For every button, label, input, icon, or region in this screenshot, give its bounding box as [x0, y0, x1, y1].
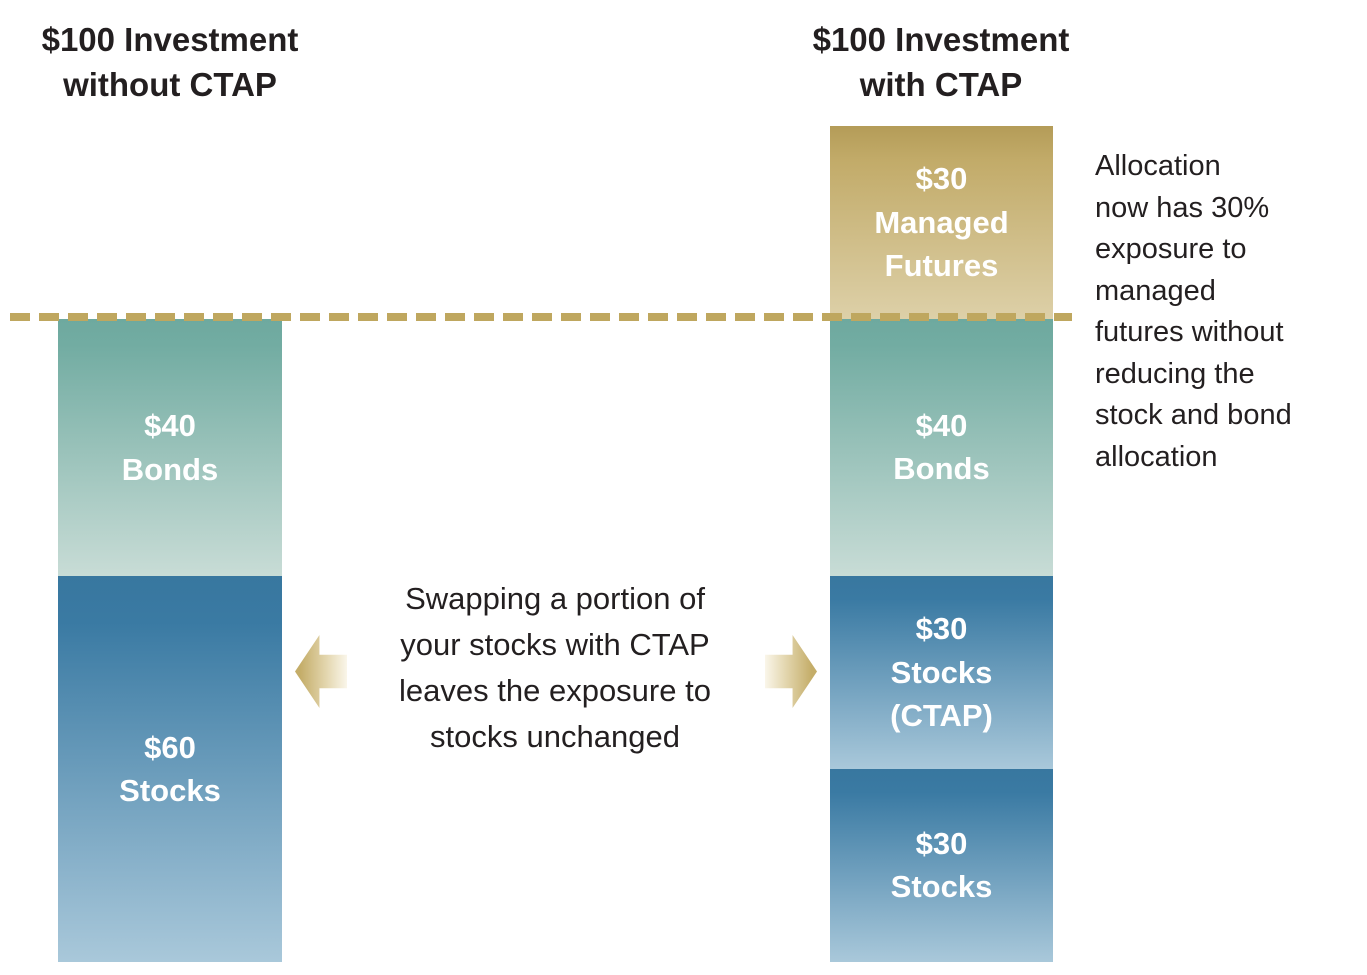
segment-stocks-ctap: $30 Stocks (CTAP): [830, 576, 1053, 769]
segment-label-stocks-ctap: $30 Stocks (CTAP): [890, 611, 993, 734]
segment-label-managed-futures: $30 Managed Futures: [874, 161, 1009, 284]
segment-bonds-without-ctap: $40 Bonds: [58, 319, 282, 577]
segment-stocks-without-ctap: $60 Stocks: [58, 576, 282, 962]
right-bar-title: $100 Investment with CTAP: [812, 21, 1070, 103]
segment-label-bonds-without-ctap: $40 Bonds: [121, 408, 219, 487]
allocation-annotation-text: Allocation now has 30% exposure to manag…: [1095, 150, 1292, 473]
bar-with-ctap: $30 Managed Futures $40 Bonds $30 Stocks…: [830, 126, 1053, 962]
left-bar-title: $100 Investment without CTAP: [41, 21, 299, 103]
swap-annotation-text: Swapping a portion of your stocks with C…: [399, 581, 711, 754]
bar-without-ctap: $40 Bonds $60 Stocks: [58, 319, 282, 962]
segment-stocks-with-ctap: $30 Stocks: [830, 768, 1053, 962]
hundred-dollar-baseline-dashed-line: [10, 313, 1072, 321]
segment-managed-futures-with-ctap: $30 Managed Futures: [830, 126, 1053, 319]
segment-label-stocks-with-ctap: $30 Stocks: [890, 826, 993, 905]
segment-label-bonds-with-ctap: $40 Bonds: [893, 408, 990, 487]
segment-bonds-with-ctap: $40 Bonds: [830, 318, 1053, 577]
segment-label-stocks-without-ctap: $60 Stocks: [119, 729, 221, 809]
